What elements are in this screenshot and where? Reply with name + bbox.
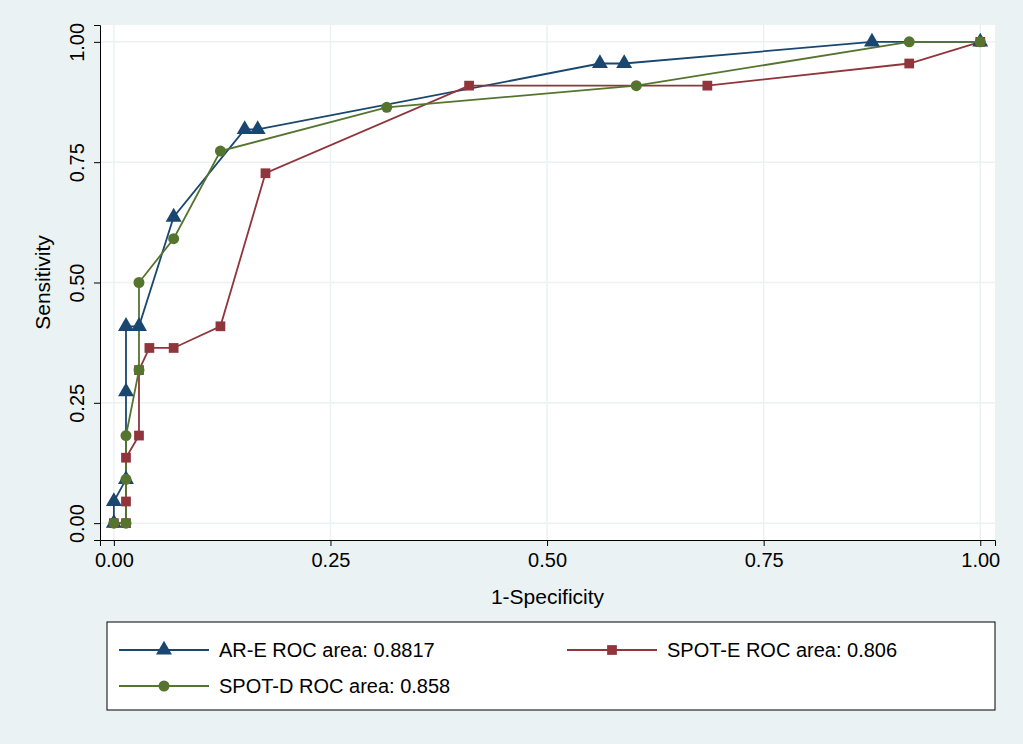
series-marker: [121, 497, 131, 507]
x-axis: 0.00 0.25 0.50 0.75 1.00: [95, 540, 1000, 571]
series-marker: [118, 317, 134, 331]
legend-marker: [607, 645, 617, 655]
y-tick-label: 0.75: [66, 143, 88, 182]
series-marker: [904, 36, 915, 47]
y-tick-mark: [94, 162, 100, 163]
series-marker: [631, 80, 642, 91]
series-marker: [381, 102, 392, 113]
series-marker: [106, 492, 122, 506]
legend-item: AR-E ROC area: 0.8817: [119, 639, 435, 661]
x-tick-mark: [764, 540, 765, 546]
y-tick-mark: [94, 403, 100, 404]
x-tick: 0.25: [311, 540, 350, 571]
legend-marker: [156, 641, 172, 655]
x-axis-title: 1-Specificity: [491, 585, 605, 608]
series-marker: [108, 518, 119, 529]
y-tick-label: 1.00: [66, 23, 88, 62]
series-marker: [261, 168, 271, 178]
y-tick-label: 0.25: [66, 384, 88, 423]
series-marker: [216, 321, 226, 331]
legend-box: [107, 622, 995, 710]
series-marker: [904, 59, 914, 69]
y-tick: 0.25: [66, 384, 100, 423]
x-tick: 1.00: [961, 540, 1000, 571]
x-tick-label: 0.25: [311, 549, 350, 571]
y-tick: 0.75: [66, 143, 100, 182]
series-marker: [169, 343, 179, 353]
series-marker: [120, 518, 131, 529]
x-tick-label: 0.00: [95, 549, 134, 571]
legend-label: SPOT-E ROC area: 0.806: [667, 639, 897, 661]
series-marker: [972, 33, 988, 47]
y-axis: 0.00 0.25 0.50 0.75 1.00: [66, 23, 101, 543]
y-axis-title: Sensitivity: [31, 235, 54, 330]
chart: 0.00 0.25 0.50 0.75 1.00 0.00 0.25 0.50 0.75 1.00…: [0, 0, 1023, 744]
x-tick-label: 0.50: [528, 549, 567, 571]
series-marker: [168, 233, 179, 244]
series-marker: [616, 54, 632, 68]
series-marker: [118, 383, 134, 397]
legend: AR-E ROC area: 0.8817 SPOT-E ROC area: 0.…: [107, 622, 995, 710]
series-marker: [864, 33, 880, 47]
legend-label: AR-E ROC area: 0.8817: [219, 639, 435, 661]
series-marker: [120, 474, 131, 485]
series-marker: [134, 365, 144, 375]
grid: [100, 25, 995, 540]
y-tick: 1.00: [66, 23, 100, 62]
x-axis-line: [101, 541, 996, 547]
series-marker: [131, 317, 147, 331]
legend-label: SPOT-D ROC area: 0.858: [219, 675, 450, 697]
y-tick-label: 0.00: [66, 504, 88, 543]
series-line: [114, 42, 980, 523]
legend-item: SPOT-E ROC area: 0.806: [567, 639, 897, 661]
grid-line-y: [100, 161, 995, 163]
legend-item: SPOT-D ROC area: 0.858: [119, 675, 450, 697]
series-marker: [592, 54, 608, 68]
series-marker: [975, 36, 986, 47]
series-marker: [975, 37, 985, 47]
y-tick: 0.50: [66, 264, 100, 303]
x-tick: 0.50: [528, 540, 567, 571]
series-marker: [237, 120, 253, 134]
y-axis-line: [94, 26, 101, 541]
x-tick: 0.75: [745, 540, 784, 571]
series-marker: [133, 277, 144, 288]
x-tick-mark: [114, 540, 115, 546]
legend-marker: [159, 681, 170, 692]
series-marker: [133, 365, 144, 376]
x-tick-label: 1.00: [961, 549, 1000, 571]
grid-line-y: [100, 522, 995, 524]
x-tick-label: 0.75: [745, 549, 784, 571]
series-marker: [134, 431, 144, 441]
y-tick-mark: [94, 42, 100, 43]
x-tick-mark: [980, 540, 981, 546]
series-marker: [250, 120, 266, 134]
series-marker: [109, 518, 119, 528]
series-marker: [118, 470, 134, 484]
data-layer: [106, 33, 988, 529]
x-tick-mark: [330, 540, 331, 546]
series-marker: [121, 518, 131, 528]
series-marker: [166, 208, 182, 222]
series-marker: [702, 81, 712, 91]
y-tick-mark: [94, 283, 100, 284]
y-tick: 0.00: [66, 504, 100, 543]
series-marker: [106, 514, 122, 528]
y-tick-mark: [94, 523, 100, 524]
background: [0, 0, 1023, 744]
series-marker: [120, 430, 131, 441]
y-tick-label: 0.50: [66, 264, 88, 303]
x-tick: 0.00: [95, 540, 134, 571]
series-marker: [145, 343, 155, 353]
series-line: [114, 42, 980, 523]
grid-line-y: [100, 402, 995, 404]
plot-area: [100, 25, 995, 540]
series-marker: [215, 146, 226, 157]
series-line: [114, 42, 980, 523]
series-marker: [464, 81, 474, 91]
x-tick-mark: [547, 540, 548, 546]
series-marker: [121, 453, 131, 463]
